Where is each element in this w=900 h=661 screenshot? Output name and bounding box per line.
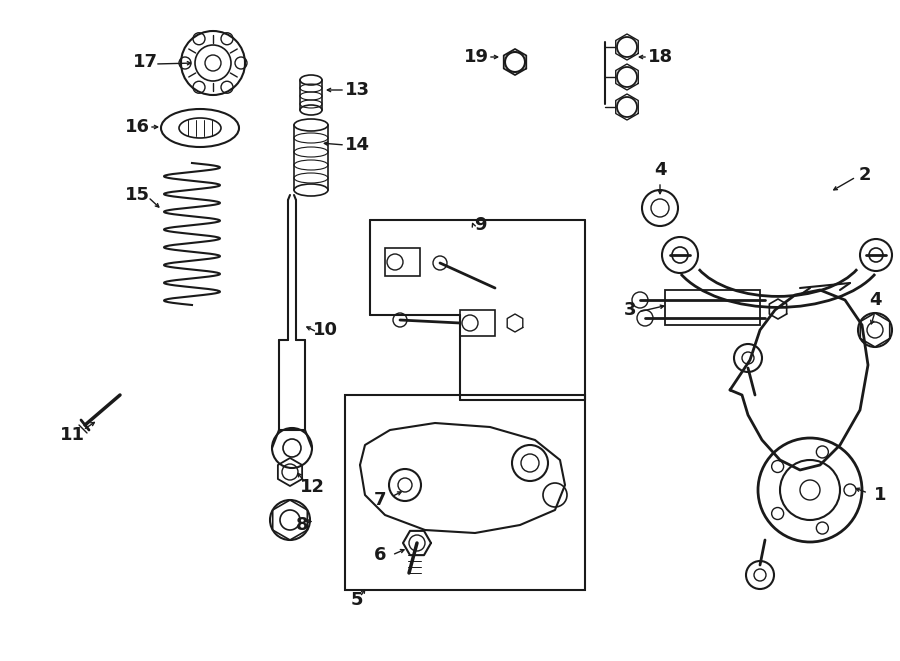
Text: 12: 12	[300, 478, 325, 496]
Bar	[345, 395, 585, 590]
Text: 7: 7	[374, 491, 386, 509]
Text: 15: 15	[124, 186, 149, 204]
Bar	[460, 310, 495, 336]
Text: 1: 1	[874, 486, 886, 504]
Text: 4: 4	[868, 291, 881, 309]
Text: 19: 19	[464, 48, 489, 66]
Text: 9: 9	[473, 216, 486, 234]
Text: 13: 13	[345, 81, 370, 99]
Text: 6: 6	[374, 546, 386, 564]
Text: 2: 2	[859, 166, 871, 184]
Text: 16: 16	[124, 118, 149, 136]
Text: 4: 4	[653, 161, 666, 179]
Text: 17: 17	[132, 53, 157, 71]
Text: 10: 10	[312, 321, 338, 339]
Bar	[665, 290, 760, 325]
Bar	[385, 248, 420, 276]
Text: 3: 3	[624, 301, 636, 319]
Text: 8: 8	[296, 516, 309, 534]
Text: 11: 11	[59, 426, 85, 444]
Text: 14: 14	[345, 136, 370, 154]
Text: 18: 18	[647, 48, 672, 66]
Text: 5: 5	[351, 591, 364, 609]
